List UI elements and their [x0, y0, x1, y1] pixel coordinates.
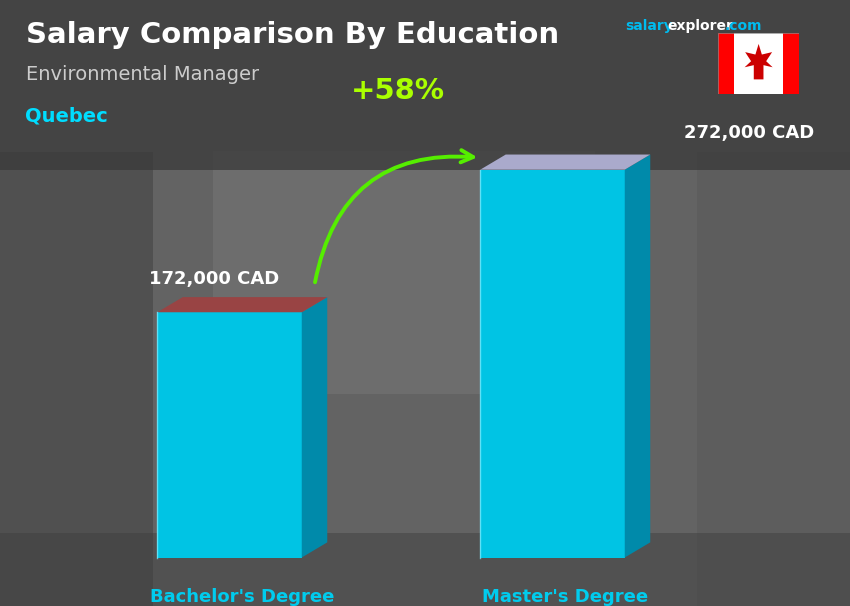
Polygon shape — [157, 312, 302, 558]
Text: 172,000 CAD: 172,000 CAD — [149, 270, 279, 288]
Polygon shape — [480, 155, 650, 170]
Polygon shape — [480, 170, 625, 558]
Bar — [0, 0, 850, 170]
Bar — [0, 533, 850, 606]
Bar — [697, 152, 850, 606]
Text: +58%: +58% — [350, 77, 445, 105]
Text: 272,000 CAD: 272,000 CAD — [684, 124, 814, 142]
FancyArrowPatch shape — [315, 150, 473, 282]
Polygon shape — [302, 297, 327, 558]
Text: explorer: explorer — [667, 19, 733, 33]
Text: Quebec: Quebec — [26, 106, 108, 125]
Text: .com: .com — [724, 19, 762, 33]
Bar — [718, 33, 734, 94]
Text: Bachelor's Degree: Bachelor's Degree — [150, 588, 334, 606]
Bar — [212, 152, 595, 394]
Polygon shape — [157, 297, 327, 312]
Polygon shape — [625, 155, 650, 558]
Text: Salary Comparison By Education: Salary Comparison By Education — [26, 21, 558, 49]
Text: Environmental Manager: Environmental Manager — [26, 65, 258, 84]
Bar — [734, 33, 783, 94]
Polygon shape — [745, 44, 773, 79]
Bar — [0, 152, 153, 606]
Text: Master's Degree: Master's Degree — [482, 588, 649, 606]
Text: salary: salary — [625, 19, 672, 33]
Bar — [783, 33, 799, 94]
